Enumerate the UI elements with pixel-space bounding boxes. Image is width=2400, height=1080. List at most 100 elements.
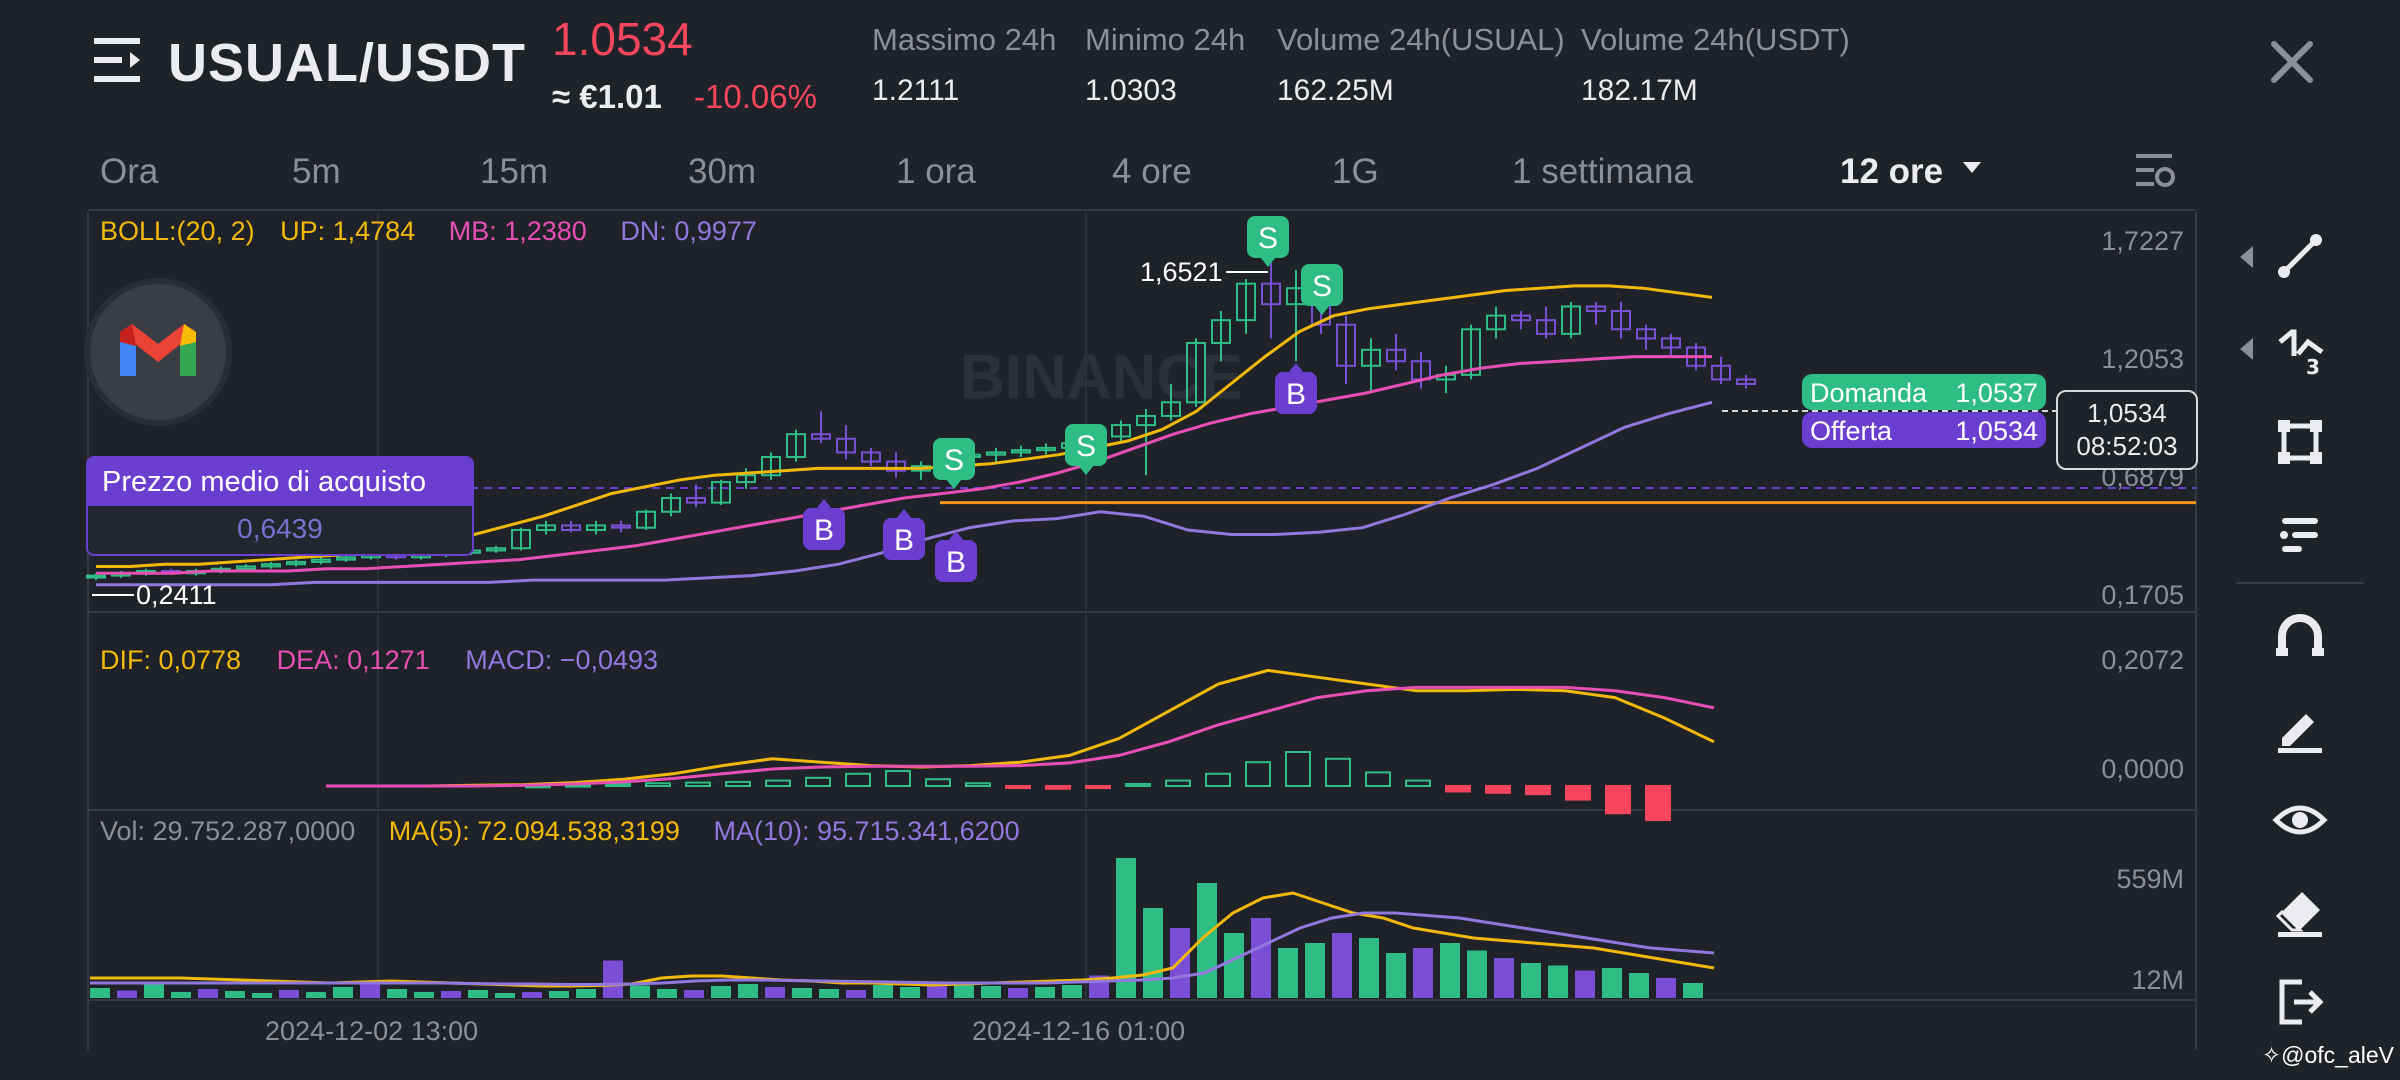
volume-bar (1629, 973, 1649, 998)
chart-grid (87, 209, 2197, 1050)
stat-volume-base: Volume 24h(USUAL) 162.25M (1277, 22, 1565, 108)
trade-tags: SSS SB BBB (803, 216, 1343, 582)
tab-1w[interactable]: 1 settimana (1512, 152, 1693, 191)
tag-pointer (1260, 257, 1276, 267)
boll-legend[interactable]: BOLL:(20, 2) UP: 1,4784 MB: 1,2380 DN: 0… (100, 216, 757, 247)
volume-bar (1251, 918, 1271, 998)
trend-line-tool-icon[interactable] (2272, 228, 2328, 284)
macd-legend[interactable]: DIF: 0,0778 DEA: 0,1271 MACD: −0,0493 (100, 645, 658, 676)
candle-body (86, 574, 106, 579)
toolbar-expand-icon[interactable] (2240, 338, 2253, 360)
volume-bar (468, 990, 488, 998)
rectangle-tool-icon[interactable] (2272, 414, 2328, 470)
stat-value: 1.2111 (872, 74, 960, 107)
exit-icon[interactable] (2272, 974, 2328, 1030)
bid-value: 1,0537 (1955, 378, 2038, 408)
volume-legend[interactable]: Vol: 29.752.287,0000 MA(5): 72.094.538,3… (100, 816, 1020, 847)
candle-body (1561, 305, 1581, 335)
x-axis-label: 2024-12-02 13:00 (265, 1016, 479, 1046)
buy-tag (883, 518, 925, 560)
tab-5m[interactable]: 5m (292, 152, 341, 191)
candle-body (1361, 348, 1381, 367)
volume-bar (792, 988, 812, 998)
tab-4h[interactable]: 4 ore (1112, 152, 1192, 191)
avg-buy-price-box[interactable]: Prezzo medio di acquisto 0,6439 (86, 456, 474, 556)
macd-bar (1125, 782, 1151, 788)
gmail-bubble-icon[interactable] (90, 284, 226, 420)
tab-30m[interactable]: 30m (688, 152, 757, 191)
last-price-box[interactable]: 1,0534 08:52:03 (2056, 390, 2198, 470)
pencil-icon[interactable] (2272, 700, 2328, 756)
tab-15m[interactable]: 15m (480, 152, 549, 191)
buy-tag-label: B (894, 524, 914, 557)
candle-body (336, 556, 356, 561)
volume-bar (954, 984, 974, 998)
close-icon[interactable] (2268, 38, 2316, 86)
macd-value: MACD: −0,0493 (465, 645, 659, 675)
tab-12h-selected[interactable]: 12 ore (1840, 152, 1981, 192)
boll-up: UP: 1,4784 (280, 216, 416, 246)
candle-body (1036, 446, 1056, 452)
macd-bar (1565, 785, 1591, 801)
sell-tag-label: S (1258, 222, 1278, 255)
candle-body (761, 455, 781, 477)
candle-body (1461, 328, 1481, 376)
volume-bar (1305, 943, 1325, 998)
tab-time[interactable]: Ora (100, 152, 159, 191)
text-tool-icon[interactable] (2272, 506, 2328, 562)
macd-bar (845, 772, 871, 788)
macd-dea-line (326, 685, 1715, 788)
volume-bar (1359, 938, 1379, 998)
candle-body (1586, 305, 1606, 313)
fibonacci-tool-icon[interactable]: 3 (2272, 322, 2328, 379)
candle-body (786, 433, 806, 458)
candle-body (1536, 319, 1556, 335)
candle-body (586, 524, 606, 531)
tag-pointer (948, 531, 964, 541)
candle-body (1336, 323, 1356, 367)
candle-body (811, 433, 831, 440)
boll-params: BOLL:(20, 2) (100, 216, 255, 246)
tag-pointer (896, 509, 912, 519)
chart-settings-icon[interactable] (2134, 150, 2176, 192)
pair-title[interactable]: USUAL/USDT (168, 33, 526, 93)
macd-bar (885, 770, 911, 787)
volume-bar (684, 990, 704, 998)
macd-bar (1525, 785, 1551, 796)
volume-bar (225, 991, 245, 998)
volume-bar (252, 993, 272, 998)
vol-axis-label: 559M (2116, 864, 2184, 894)
volume-bar (981, 986, 1001, 998)
buy-tag-label: B (946, 546, 966, 579)
candle-body (1186, 341, 1206, 404)
macd-bar (1645, 785, 1671, 821)
volume-bar (387, 989, 407, 998)
volume-bar (1467, 950, 1487, 998)
volume-bar (1440, 943, 1460, 998)
volume-bar (1224, 933, 1244, 998)
buy-tag-label: B (1286, 378, 1306, 411)
tab-1d[interactable]: 1G (1332, 152, 1379, 191)
eraser-icon[interactable] (2272, 884, 2328, 940)
toolbar-expand-icon[interactable] (2240, 246, 2253, 268)
tag-pointer (1314, 305, 1330, 315)
menu-icon[interactable] (94, 36, 146, 84)
eye-icon[interactable] (2272, 792, 2328, 848)
candle-body (736, 474, 756, 484)
volume-bar (522, 992, 542, 998)
fiat-price: ≈ €1.01 (552, 78, 662, 115)
macd-bar (1245, 761, 1271, 788)
macd-bar (685, 781, 711, 787)
candle-body (1486, 314, 1506, 331)
price-axis-label: 1,7227 (2101, 226, 2184, 256)
price-change: -10.06% (694, 78, 817, 115)
volume-bar (1548, 965, 1568, 998)
ask-value: 1,0534 (1955, 416, 2038, 446)
svg-text:3: 3 (2306, 355, 2320, 378)
sell-tag (933, 438, 975, 480)
magnet-icon[interactable] (2272, 608, 2328, 664)
tab-1h[interactable]: 1 ora (896, 152, 976, 191)
volume-bar (1143, 908, 1163, 998)
volume-bar (1386, 953, 1406, 998)
